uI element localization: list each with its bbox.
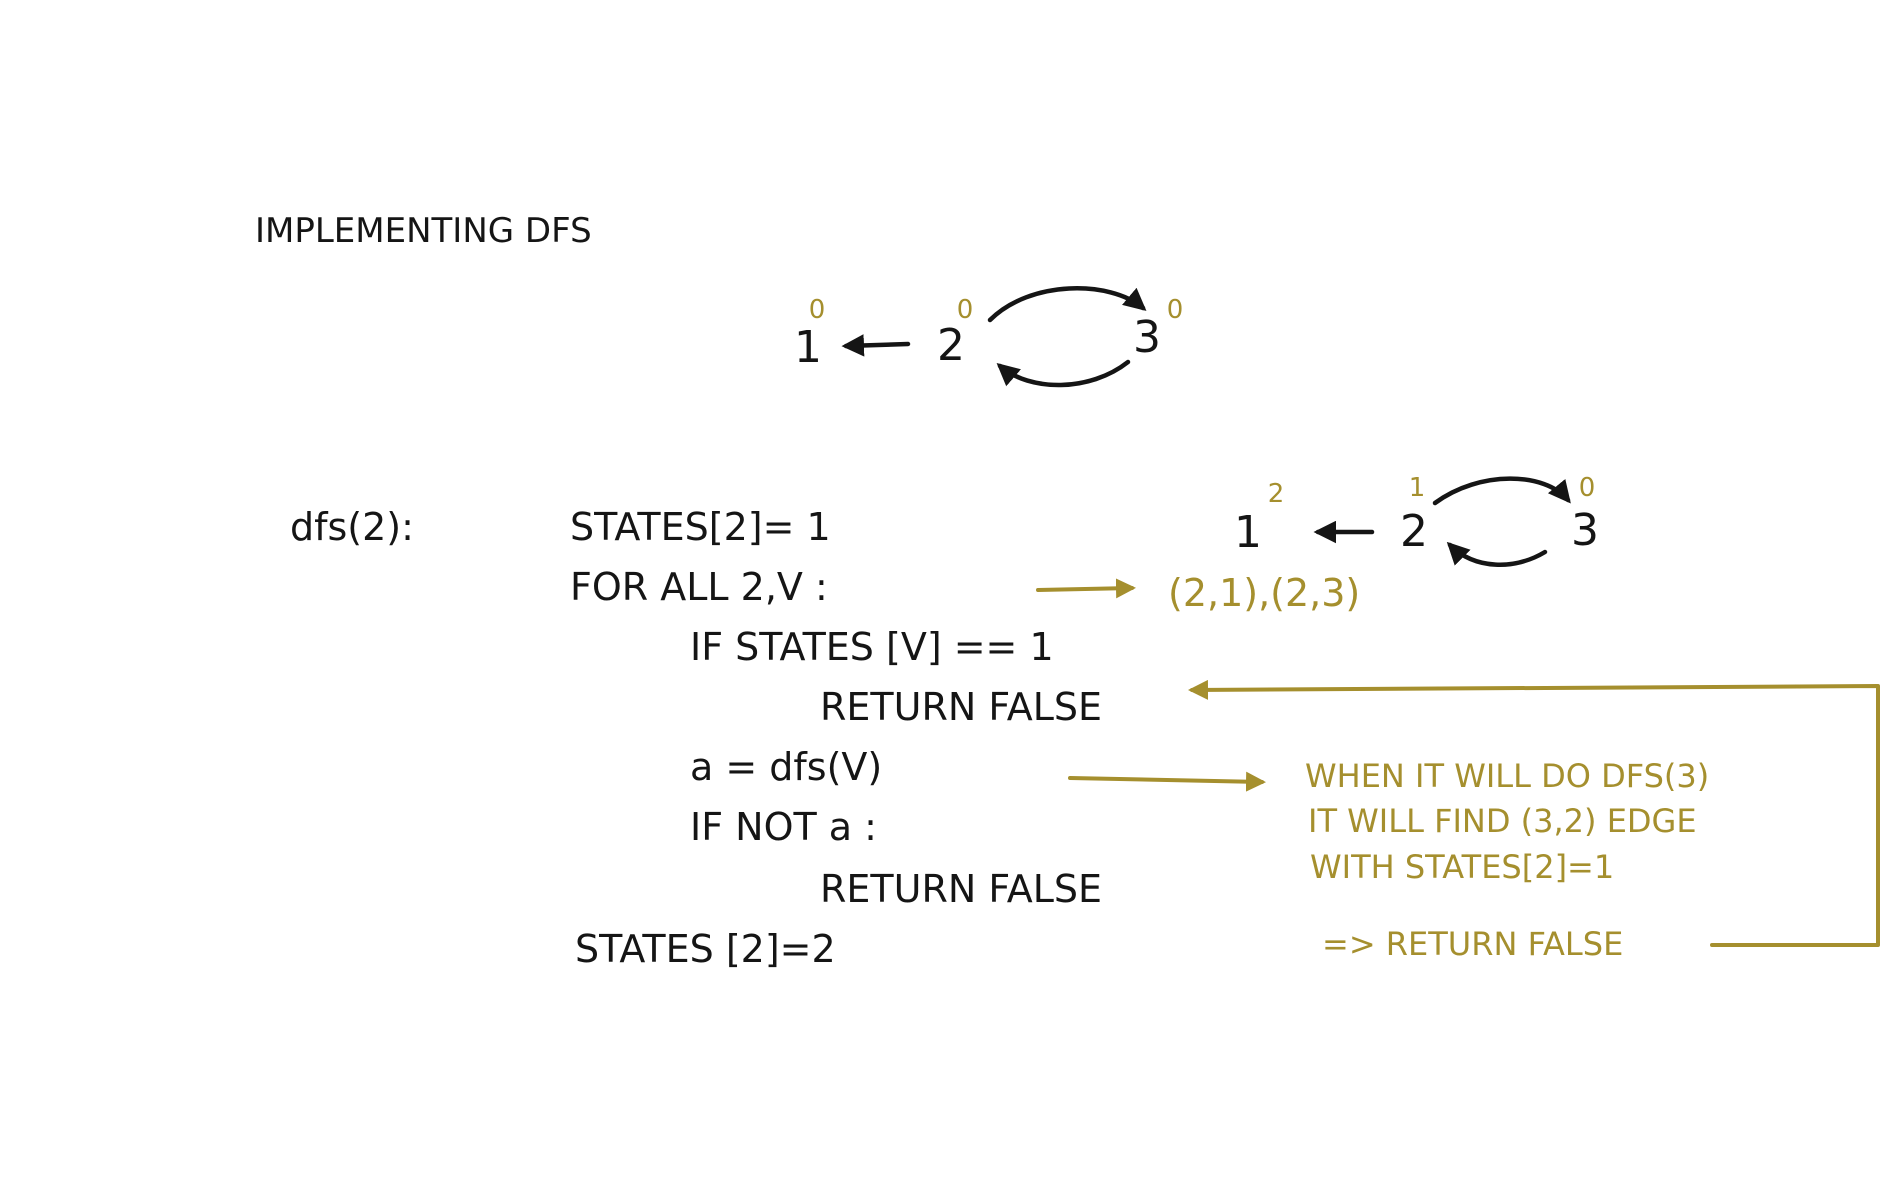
node-3-state: 0 [1579,473,1596,503]
node-1-state: 0 [809,295,826,325]
function-signature: dfs(2): [290,505,414,549]
edge-2-to-3 [1432,476,1571,506]
note-line: WITH STATES[2]=1 [1310,848,1614,886]
explanation-note: WHEN IT WILL DO DFS(3) IT WILL FIND (3,2… [1305,757,1709,963]
return-false-loop-arrow [1188,679,1880,947]
node-2-state: 0 [957,295,974,325]
code-line: RETURN FALSE [820,867,1102,911]
node-3: 3 [1133,312,1161,363]
code-line: FOR ALL 2,V : [570,565,828,609]
code-block: dfs(2): STATES[2]= 1 FOR ALL 2,V : IF ST… [290,505,1102,971]
node-3-state: 0 [1167,295,1184,325]
edge-list: (2,1),(2,3) [1168,571,1360,615]
code-line: IF STATES [V] == 1 [690,625,1054,669]
edge-3-to-2 [996,359,1131,388]
edges-arrow [1036,578,1136,599]
code-line: STATES [2]=2 [575,927,836,971]
note-line: IT WILL FIND (3,2) EDGE [1308,802,1697,840]
edge-3-to-2 [1446,541,1548,567]
graph-right: 2 1 0 1 2 3 [1234,473,1599,567]
code-line: a = dfs(V) [690,745,882,789]
code-line: STATES[2]= 1 [570,505,831,549]
graph-top: 0 0 0 1 2 3 [794,286,1184,388]
node-3: 3 [1571,505,1599,556]
edge-2-to-3 [987,286,1147,323]
code-line: RETURN FALSE [820,685,1102,729]
code-line: IF NOT a : [690,805,877,849]
note-arrow [1068,771,1266,792]
node-1: 1 [794,322,822,373]
node-1-state: 2 [1268,479,1285,509]
node-2-state: 1 [1409,473,1426,503]
node-2: 2 [937,320,965,371]
note-line: => RETURN FALSE [1322,925,1623,963]
node-1: 1 [1234,507,1262,558]
note-line: WHEN IT WILL DO DFS(3) [1305,757,1709,795]
page-title: IMPLEMENTING DFS [255,211,592,251]
node-2: 2 [1400,506,1428,557]
edge-2-to-1 [841,334,911,357]
